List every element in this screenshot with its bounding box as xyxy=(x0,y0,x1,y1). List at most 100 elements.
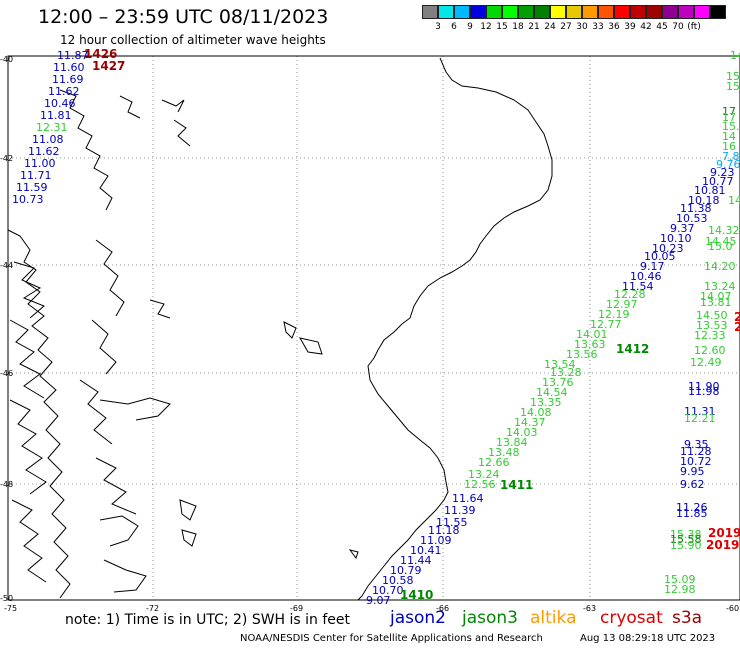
wave-height-label: 15.38 xyxy=(670,528,702,541)
latitude-labels: -40 -42 -44 -46 -48 -50 xyxy=(0,55,13,603)
wave-height-label: 15.4 xyxy=(722,120,740,133)
wave-height-label: 12.33 xyxy=(694,329,726,342)
wave-height-label: 11.71 xyxy=(20,169,52,182)
latitude-label: -46 xyxy=(0,369,13,378)
wave-height-label: 9.07 xyxy=(366,594,391,607)
wave-height-label: 13.48 xyxy=(488,446,520,459)
wave-height-label: 11.00 xyxy=(24,157,56,170)
legend-label: 9 xyxy=(467,22,473,32)
longitude-label: -69 xyxy=(290,604,303,613)
legend-swatch xyxy=(566,5,582,19)
legend-label: 45 xyxy=(656,22,668,32)
map-title: 12:00 – 23:59 UTC 08/11/2023 xyxy=(38,6,329,28)
wave-height-label: 11.69 xyxy=(52,73,84,86)
wave-height-label: 12.56 xyxy=(464,478,496,491)
wave-height-label: 10.41 xyxy=(410,544,442,557)
latitude-label: -48 xyxy=(0,480,13,489)
wave-height-label: 14.45 xyxy=(705,235,737,248)
grid-lines xyxy=(8,56,740,600)
wave-height-label: 9.35 xyxy=(684,438,709,451)
legend-swatch xyxy=(454,5,470,19)
pass-number-label: 2019 xyxy=(708,526,740,540)
wave-height-label: 10.73 xyxy=(12,193,44,206)
legend-label: 18 xyxy=(512,22,524,32)
wave-height-label: 11.98 xyxy=(688,385,720,398)
legend-label: 24 xyxy=(544,22,556,32)
map-frame xyxy=(7,55,740,601)
legend-label: 12 xyxy=(480,22,492,32)
wave-height-label: 13.53 xyxy=(696,319,728,332)
wave-height-label: 9.37 xyxy=(670,222,695,235)
pass-number-label: 2019 xyxy=(706,538,739,552)
wave-height-label: 14.54 xyxy=(536,386,568,399)
wave-height-label: 10.10 xyxy=(660,232,692,245)
latitude-label: -40 xyxy=(0,55,13,64)
wave-height-label: 13.76 xyxy=(542,376,574,389)
legend-label: 33 xyxy=(592,22,604,32)
wave-height-label: 14.32 xyxy=(708,224,740,237)
legend-swatch xyxy=(710,5,726,19)
wave-height-label: 10.23 xyxy=(652,242,684,255)
wave-height-label: 11.81 xyxy=(40,109,72,122)
legend-swatch xyxy=(502,5,518,19)
legend-swatch xyxy=(534,5,550,19)
legend-swatch xyxy=(694,5,710,19)
wave-height-label: 10.46 xyxy=(44,97,76,110)
wave-height-label: 11.85 xyxy=(676,507,708,520)
wave-height-label: 10.70 xyxy=(372,584,404,597)
satellite-jason2: jason2 xyxy=(390,608,446,628)
wave-height-label: 11.55 xyxy=(436,516,468,529)
wave-height-label: 14 xyxy=(722,130,736,143)
footer-note: note: 1) Time is in UTC; 2) SWH is in fe… xyxy=(65,612,351,628)
wave-height-label: 11.18 xyxy=(428,524,460,537)
wave-height-label: 14 xyxy=(728,194,740,207)
legend-label: 30 xyxy=(576,22,588,32)
wave-height-label: 13.35 xyxy=(530,396,562,409)
wave-height-label: 11.38 xyxy=(680,202,712,215)
pass-number-label: 2 xyxy=(734,310,740,324)
longitude-labels: -75 -72 -69 -66 -63 -60 xyxy=(4,604,739,613)
longitude-label: -60 xyxy=(726,604,739,613)
wave-height-label: 13.63 xyxy=(574,338,606,351)
legend-swatch xyxy=(518,5,534,19)
wave-height-label: 13.56 xyxy=(566,348,598,361)
wave-height-label: 12.31 xyxy=(36,121,68,134)
wave-height-label: 9.17 xyxy=(640,260,665,273)
legend-swatch xyxy=(630,5,646,19)
legend-label: 70 xyxy=(672,22,684,32)
wave-height-label: 13.24 xyxy=(704,280,736,293)
legend-swatch xyxy=(438,5,454,19)
wave-height-label: 9.62 xyxy=(680,478,705,491)
wave-height-label: 16 xyxy=(722,140,736,153)
legend-label: 42 xyxy=(640,22,652,32)
legend-swatch xyxy=(422,5,438,19)
wave-height-label: 12.49 xyxy=(690,356,722,369)
legend-label: 36 xyxy=(608,22,620,32)
wave-height-label: 15 xyxy=(726,70,740,83)
wave-height-label: 7.8 xyxy=(722,150,740,163)
wave-height-label: 13.84 xyxy=(496,436,528,449)
latitude-label: -44 xyxy=(0,261,13,270)
wave-height-label: 11.08 xyxy=(32,133,64,146)
wave-height-label: 10.58 xyxy=(382,574,414,587)
pass-number-label: 1426 xyxy=(84,47,117,61)
legend-label: 21 xyxy=(528,22,540,32)
wave-height-label: 12.98 xyxy=(664,583,696,596)
coastline xyxy=(7,57,553,601)
wave-height-label: 11.59 xyxy=(16,181,48,194)
map-subtitle: 12 hour collection of altimeter wave hei… xyxy=(60,33,326,47)
latitude-label: -42 xyxy=(0,154,13,163)
wave-height-label: 15.58 xyxy=(670,533,702,546)
longitude-label: -66 xyxy=(436,604,449,613)
wave-height-label: 11.62 xyxy=(28,145,60,158)
legend-swatch xyxy=(598,5,614,19)
wave-height-label: 14.37 xyxy=(514,416,546,429)
wave-height-label: 15.0 xyxy=(708,240,733,253)
wave-height-label: 11.31 xyxy=(684,405,716,418)
legend-label: 3 xyxy=(435,22,441,32)
wave-height-label: 11.39 xyxy=(444,504,476,517)
legend-label: 6 xyxy=(451,22,457,32)
wave-height-label: 15 xyxy=(726,80,740,93)
